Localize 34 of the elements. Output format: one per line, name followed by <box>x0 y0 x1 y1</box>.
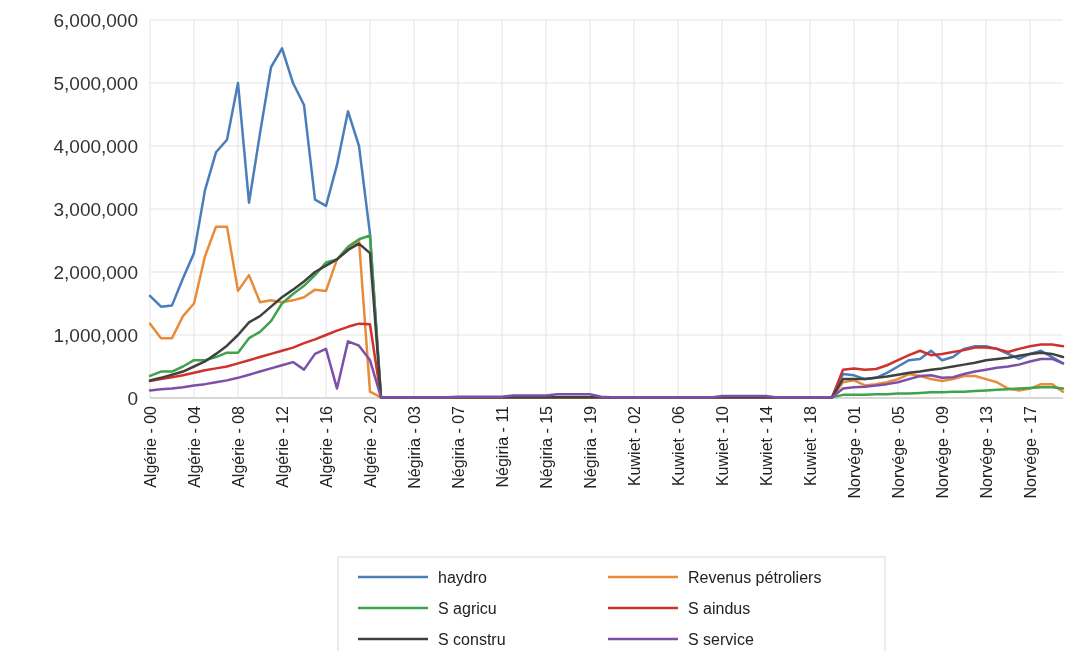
x-tick-label: Norvége - 13 <box>978 405 995 499</box>
y-tick-label: 1,000,000 <box>53 325 138 346</box>
x-tick-label: Algérie - 16 <box>318 405 335 488</box>
x-tick-label: Kuwiet - 10 <box>714 405 731 487</box>
x-tick-label: Négiria - 15 <box>538 405 555 489</box>
x-tick-label: Kuwiet - 14 <box>758 405 775 487</box>
legend-label: S service <box>688 631 754 648</box>
x-tick-label: Kuwiet - 18 <box>802 405 819 487</box>
legend-label: S aindus <box>688 600 751 617</box>
x-tick-label: Algérie - 08 <box>230 405 247 488</box>
x-tick-label: Norvége - 17 <box>1022 405 1039 499</box>
y-tick-label: 2,000,000 <box>53 262 138 283</box>
x-tick-label: Kuwiet - 02 <box>626 405 643 487</box>
y-tick-label: 3,000,000 <box>53 199 138 220</box>
x-tick-label: Algérie - 20 <box>362 405 379 488</box>
x-tick-label: Négiria - 03 <box>406 405 423 489</box>
x-tick-label: Norvége - 09 <box>934 405 951 499</box>
y-tick-label: 0 <box>127 388 138 409</box>
x-tick-label: Négiria - 19 <box>582 405 599 489</box>
x-tick-label: Algérie - 04 <box>186 405 203 488</box>
x-tick-label: Algérie - 00 <box>142 405 159 488</box>
x-tick-label: Algérie - 12 <box>274 405 291 488</box>
legend-label: Revenus pétroliers <box>688 569 822 586</box>
x-tick-label: Négiria - 11 <box>494 405 511 488</box>
legend-label: S agricu <box>438 600 497 617</box>
x-tick-label: Norvége - 05 <box>890 405 907 499</box>
y-tick-label: 4,000,000 <box>53 136 138 157</box>
x-tick-label: Négiria - 07 <box>450 405 467 489</box>
x-tick-label: Norvége - 01 <box>846 405 863 499</box>
legend-label: S constru <box>438 631 506 648</box>
legend-label: haydro <box>438 569 488 586</box>
x-tick-label: Kuwiet - 06 <box>670 405 687 487</box>
y-tick-label: 6,000,000 <box>53 10 138 31</box>
y-tick-label: 5,000,000 <box>53 73 138 94</box>
